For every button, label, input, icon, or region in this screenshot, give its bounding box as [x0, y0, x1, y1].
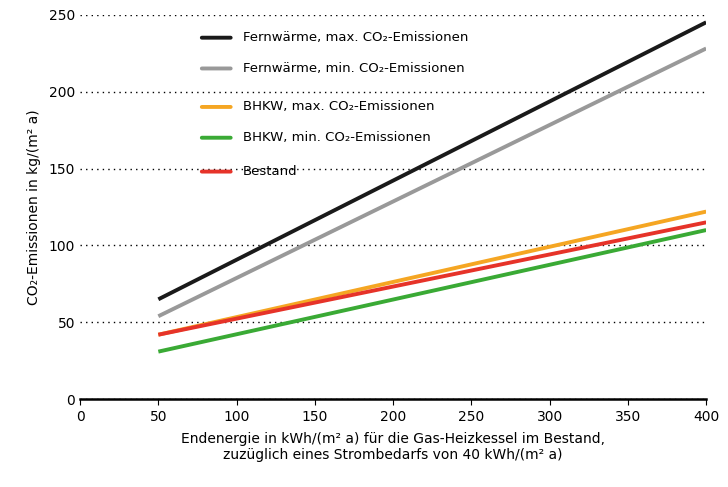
- Text: Fernwärme, max. CO₂-Emissionen: Fernwärme, max. CO₂-Emissionen: [243, 31, 468, 44]
- X-axis label: Endenergie in kWh/(m² a) für die Gas-Heizkessel im Bestand,
zuzüglich eines Stro: Endenergie in kWh/(m² a) für die Gas-Hei…: [181, 432, 605, 462]
- Text: Fernwärme, min. CO₂-Emissionen: Fernwärme, min. CO₂-Emissionen: [243, 62, 464, 75]
- Text: BHKW, max. CO₂-Emissionen: BHKW, max. CO₂-Emissionen: [243, 100, 435, 113]
- Y-axis label: CO₂-Emissionen in kg/(m² a): CO₂-Emissionen in kg/(m² a): [26, 109, 41, 305]
- Text: BHKW, min. CO₂-Emissionen: BHKW, min. CO₂-Emissionen: [243, 131, 430, 144]
- Text: Bestand: Bestand: [243, 165, 298, 178]
